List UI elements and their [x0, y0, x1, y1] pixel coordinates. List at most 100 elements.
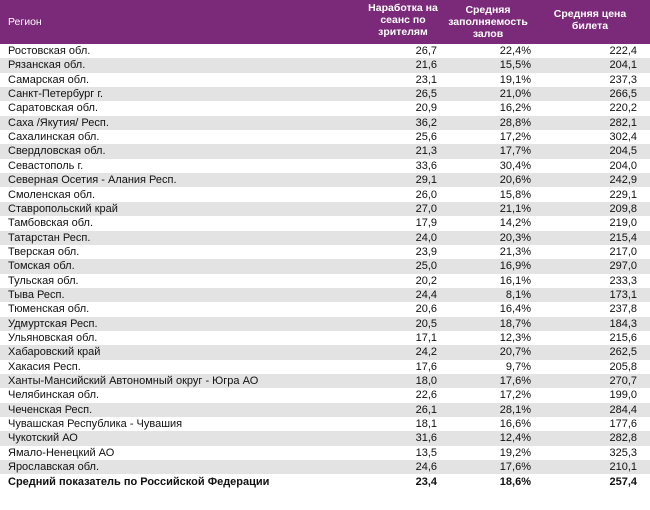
region-cell: Сахалинская обл.: [8, 131, 100, 144]
table-row: Чувашская Республика - Чувашия 18,1 16,6% 1…: [0, 417, 650, 431]
region-cell: Средний показатель по Российской Федерац…: [8, 475, 270, 488]
value-cell: 217,0: [609, 245, 637, 258]
value-cell: 173,1: [609, 288, 637, 301]
table-row: Татарстан Респ. 24,0 20,3% 215,4: [0, 230, 650, 245]
value-cell: 204,1: [609, 59, 637, 72]
region-cell: Тыва Респ.: [8, 288, 65, 301]
table-row: Тыва Респ. 24,4 8,1% 173,1: [0, 287, 650, 303]
value-cell: 13,5: [415, 446, 437, 459]
value-cell: 210,1: [609, 461, 637, 474]
table-row: Севастополь г. 33,6 30,4% 204,0: [0, 159, 650, 173]
value-cell: 24,0: [415, 231, 437, 244]
value-cell: 24,2: [415, 346, 437, 359]
value-cell: 302,4: [609, 131, 637, 144]
value-cell: 325,3: [609, 446, 637, 459]
table-row: Ярославская обл. 24,6 17,6% 210,1: [0, 460, 650, 475]
value-cell: 20,5: [415, 317, 437, 330]
value-cell: 26,0: [415, 188, 437, 201]
value-cell: 25,6: [415, 131, 437, 144]
value-cell: 20,7%: [499, 346, 531, 359]
region-cell: Северная Осетия - Алания Респ.: [8, 174, 177, 187]
value-cell: 297,0: [609, 260, 637, 273]
value-cell: 20,3%: [499, 231, 531, 244]
value-cell: 219,0: [609, 217, 637, 230]
header-bar: Регион Наработка на сеанс по зрителям Ср…: [0, 0, 650, 44]
table-row: Сахалинская обл. 25,6 17,2% 302,4: [0, 130, 650, 144]
value-cell: 22,4%: [499, 45, 531, 57]
region-cell: Челябинская обл.: [8, 389, 100, 402]
value-cell: 31,6: [415, 432, 437, 445]
region-cell: Ульяновская обл.: [8, 332, 98, 344]
value-cell: 24,6: [415, 461, 437, 474]
table-row: Свердловская обл. 21,3 17,7% 204,5: [0, 144, 650, 159]
table-row: Тюменская обл. 20,6 16,4% 237,8: [0, 302, 650, 316]
value-cell: 27,0: [415, 202, 437, 215]
header-cell: Наработка на сеанс по зрителям: [368, 2, 438, 38]
value-cell: 25,0: [415, 260, 437, 273]
region-cell: Томская обл.: [8, 260, 75, 273]
region-cell: Тульская обл.: [8, 274, 79, 287]
region-cell: Тамбовская обл.: [8, 217, 94, 230]
value-cell: 19,2%: [499, 446, 531, 459]
header-cell: Регион: [8, 16, 42, 28]
value-cell: 16,9%: [499, 260, 531, 273]
value-cell: 16,2%: [499, 102, 531, 115]
value-cell: 16,4%: [499, 303, 531, 316]
value-cell: 18,1: [415, 418, 437, 431]
value-cell: 33,6: [415, 159, 437, 172]
region-cell: Ростовская обл.: [8, 45, 91, 57]
region-cell: Ханты-Мансийский Автономный округ - Югра…: [8, 375, 259, 388]
table-row: Томская обл. 25,0 16,9% 297,0: [0, 259, 650, 274]
table-row: Северная Осетия - Алания Респ. 29,1 20,6% 2…: [0, 173, 650, 188]
table-row: Ямало-Ненецкий АО 13,5 19,2% 325,3: [0, 446, 650, 460]
region-cell: Чувашская Республика - Чувашия: [8, 418, 183, 431]
value-cell: 257,4: [609, 475, 637, 488]
value-cell: 262,5: [609, 346, 637, 359]
value-cell: 19,1%: [499, 73, 531, 86]
table-row: Удмуртская Респ. 20,5 18,7% 184,3: [0, 316, 650, 331]
value-cell: 20,6: [415, 303, 437, 316]
table-row: Ханты-Мансийский Автономный округ - Югра…: [0, 374, 650, 389]
table-row: Челябинская обл. 22,6 17,2% 199,0: [0, 388, 650, 402]
table-row: Тульская обл. 20,2 16,1% 233,3: [0, 274, 650, 288]
value-cell: 204,5: [609, 145, 637, 158]
value-cell: 16,6%: [499, 418, 531, 431]
table-row: Средний показатель по Российской Федерац…: [0, 475, 650, 489]
value-cell: 282,8: [609, 432, 637, 445]
value-cell: 24,4: [415, 288, 437, 301]
value-cell: 205,8: [609, 360, 637, 373]
table-row: Самарская обл. 23,1 19,1% 237,3: [0, 73, 650, 87]
table-row: Рязанская обл. 21,6 15,5% 204,1: [0, 58, 650, 73]
table-row: Чеченская Респ. 26,1 28,1% 284,4: [0, 402, 650, 418]
region-cell: Саха /Якутия/ Респ.: [8, 116, 109, 129]
region-cell: Хабаровский край: [8, 346, 101, 359]
table-row: Чукотский АО 31,6 12,4% 282,8: [0, 431, 650, 446]
value-cell: 242,9: [609, 174, 637, 187]
value-cell: 17,7%: [499, 145, 531, 158]
value-cell: 284,4: [609, 403, 637, 416]
value-cell: 20,2: [415, 274, 437, 287]
header-cell: Средняя цена билета: [553, 8, 627, 32]
region-cell: Тюменская обл.: [8, 303, 90, 316]
table-row: Ростовская обл. 26,7 22,4% 222,4: [0, 44, 650, 58]
region-cell: Санкт-Петербург г.: [8, 88, 104, 101]
value-cell: 17,2%: [499, 389, 531, 402]
value-cell: 28,1%: [499, 403, 531, 416]
value-cell: 30,4%: [499, 159, 531, 172]
value-cell: 21,3%: [499, 245, 531, 258]
value-cell: 237,3: [609, 73, 637, 86]
region-cell: Хакасия Респ.: [8, 360, 81, 373]
value-cell: 12,3%: [499, 332, 531, 344]
value-cell: 20,9: [415, 102, 437, 115]
value-cell: 177,6: [609, 418, 637, 431]
value-cell: 20,6%: [499, 174, 531, 187]
value-cell: 215,6: [609, 332, 637, 344]
header-cell: Средняя заполняемость залов: [448, 4, 528, 40]
value-cell: 204,0: [609, 159, 637, 172]
table-row: Санкт-Петербург г. 26,5 21,0% 266,5: [0, 87, 650, 102]
value-cell: 199,0: [609, 389, 637, 402]
value-cell: 237,8: [609, 303, 637, 316]
value-cell: 184,3: [609, 317, 637, 330]
value-cell: 282,1: [609, 116, 637, 129]
